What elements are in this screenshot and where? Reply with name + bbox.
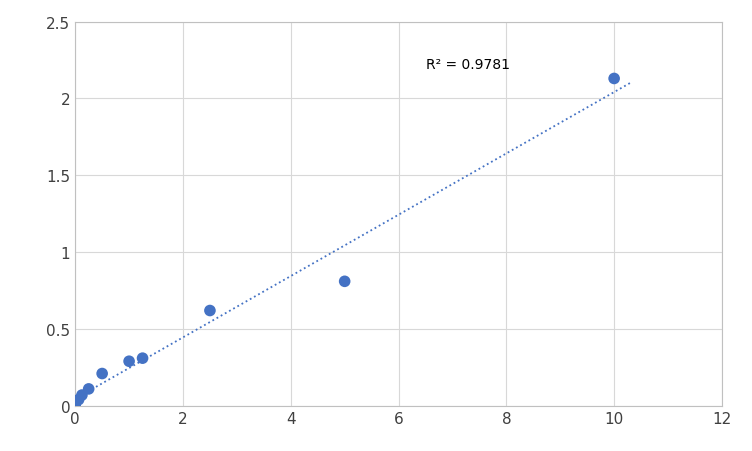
Point bbox=[73, 396, 85, 403]
Point bbox=[137, 355, 149, 362]
Point bbox=[96, 370, 108, 377]
Point bbox=[338, 278, 350, 285]
Point bbox=[83, 386, 95, 393]
Text: R² = 0.9781: R² = 0.9781 bbox=[426, 58, 510, 72]
Point bbox=[123, 358, 135, 365]
Point bbox=[608, 76, 620, 83]
Point bbox=[204, 307, 216, 314]
Point bbox=[69, 402, 81, 410]
Point bbox=[76, 391, 88, 399]
